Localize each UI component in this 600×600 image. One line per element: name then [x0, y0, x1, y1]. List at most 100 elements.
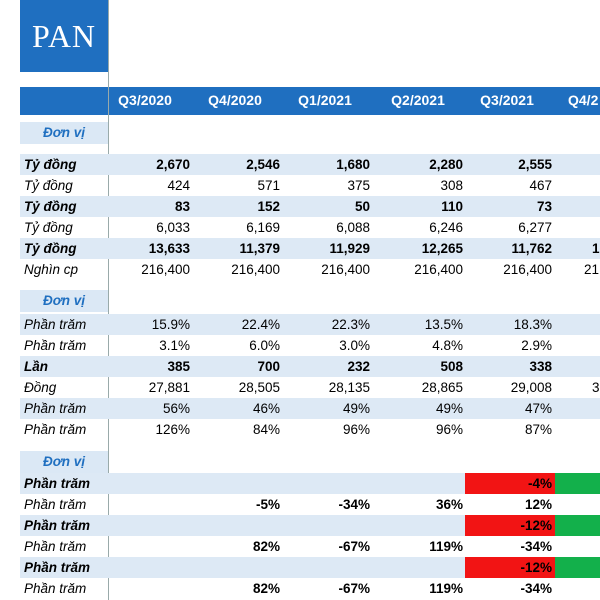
value-cell: -12%: [520, 560, 552, 575]
value-cell: 87%: [524, 422, 552, 437]
value-cell: -34%: [520, 581, 552, 596]
value-cell: 375: [347, 178, 370, 193]
value-cell: 15.9%: [151, 317, 190, 332]
value-cell: 2,280: [429, 157, 463, 172]
value-cell: -67%: [338, 539, 370, 554]
value-cell: 338: [529, 359, 552, 374]
value-cell: 36%: [435, 497, 463, 512]
value-cell: 2,670: [156, 157, 190, 172]
unit-label: Phần trăm: [24, 518, 91, 533]
value-cell: 28,505: [238, 380, 280, 395]
value-cell: 700: [257, 359, 280, 374]
unit-label: Tỷ đồng: [24, 241, 77, 256]
value-cell: 82%: [252, 581, 280, 596]
row-band: [20, 398, 600, 419]
value-cell: 22.3%: [331, 317, 370, 332]
row-band: [20, 238, 600, 259]
value-cell: 4.8%: [432, 338, 463, 353]
value-cell: 216,400: [503, 262, 552, 277]
value-cell: 28,865: [421, 380, 463, 395]
value-cell: 46%: [252, 401, 280, 416]
value-cell: -34%: [520, 539, 552, 554]
value-cell: 152: [257, 199, 280, 214]
section-band: [20, 122, 108, 144]
value-cell: 2.9%: [521, 338, 552, 353]
value-cell: 232: [347, 359, 370, 374]
unit-label: Lần: [24, 359, 49, 374]
value-cell: 3.0%: [339, 338, 370, 353]
value-cell: 119%: [429, 581, 463, 596]
value-cell: 50: [354, 199, 370, 214]
value-cell: -34%: [338, 497, 370, 512]
value-cell: 18.3%: [513, 317, 552, 332]
unit-label: Phần trăm: [24, 422, 87, 437]
value-cell: 216,400: [231, 262, 280, 277]
value-cell: 6.0%: [249, 338, 280, 353]
unit-label: Phần trăm: [24, 560, 91, 575]
value-cell: 11,762: [511, 241, 552, 256]
value-cell: 11,929: [329, 241, 370, 256]
value-cell: 13,633: [148, 241, 190, 256]
column-header: Q3/2021: [480, 92, 534, 108]
value-cell: 28,135: [328, 380, 370, 395]
value-cell: 508: [440, 359, 463, 374]
section-band: [20, 290, 108, 312]
row-band: [20, 356, 600, 377]
value-cell: 22.4%: [241, 317, 280, 332]
value-cell: 27,881: [148, 380, 190, 395]
value-cell: 49%: [342, 401, 370, 416]
divider: [108, 0, 109, 600]
row-band: [20, 515, 600, 536]
flag-cell: [465, 557, 555, 578]
value-cell: 29,008: [510, 380, 552, 395]
unit-label: Nghìn cp: [24, 262, 79, 277]
section-band: [20, 451, 108, 473]
value-cell: 1: [592, 241, 600, 256]
unit-label: Phần trăm: [24, 581, 87, 596]
value-cell: 12%: [524, 497, 552, 512]
value-cell: 47%: [524, 401, 552, 416]
unit-label: Phần trăm: [24, 497, 87, 512]
value-cell: 21: [584, 262, 600, 277]
value-cell: -67%: [338, 581, 370, 596]
value-cell: 6,033: [156, 220, 190, 235]
unit-label: Phần trăm: [24, 317, 87, 332]
unit-label: Tỷ đồng: [24, 220, 73, 235]
value-cell: 2,546: [246, 157, 280, 172]
value-cell: 96%: [342, 422, 370, 437]
value-cell: 6,088: [336, 220, 370, 235]
unit-label: Phần trăm: [24, 476, 91, 491]
section-label: Đơn vị: [42, 454, 86, 469]
column-header: Q4/2020: [208, 92, 262, 108]
column-header: Q4/2: [568, 92, 599, 108]
value-cell: 84%: [252, 422, 280, 437]
value-cell: 308: [440, 178, 463, 193]
row-band: [20, 473, 600, 494]
value-cell: 6,246: [429, 220, 463, 235]
value-cell: 216,400: [414, 262, 463, 277]
flag-cell: [465, 515, 555, 536]
unit-label: Tỷ đồng: [24, 199, 77, 214]
column-header: Q2/2021: [391, 92, 445, 108]
value-cell: 3.1%: [159, 338, 190, 353]
value-cell: 49%: [435, 401, 463, 416]
value-cell: 110: [441, 199, 463, 214]
value-cell: -5%: [255, 497, 280, 512]
value-cell: 96%: [435, 422, 463, 437]
unit-label: Tỷ đồng: [24, 178, 73, 193]
value-cell: 119%: [429, 539, 463, 554]
value-cell: 82%: [252, 539, 280, 554]
value-cell: -12%: [520, 518, 552, 533]
value-cell: 6,169: [246, 220, 280, 235]
flag-cell: [555, 515, 600, 536]
unit-label: Phần trăm: [24, 338, 87, 353]
column-header: Q1/2021: [298, 92, 352, 108]
unit-label: Phần trăm: [24, 539, 87, 554]
value-cell: 424: [167, 178, 190, 193]
value-cell: 11,379: [239, 241, 280, 256]
value-cell: 1,680: [336, 157, 370, 172]
value-cell: 2,555: [518, 157, 552, 172]
value-cell: 3: [592, 380, 600, 395]
value-cell: 12,265: [421, 241, 463, 256]
